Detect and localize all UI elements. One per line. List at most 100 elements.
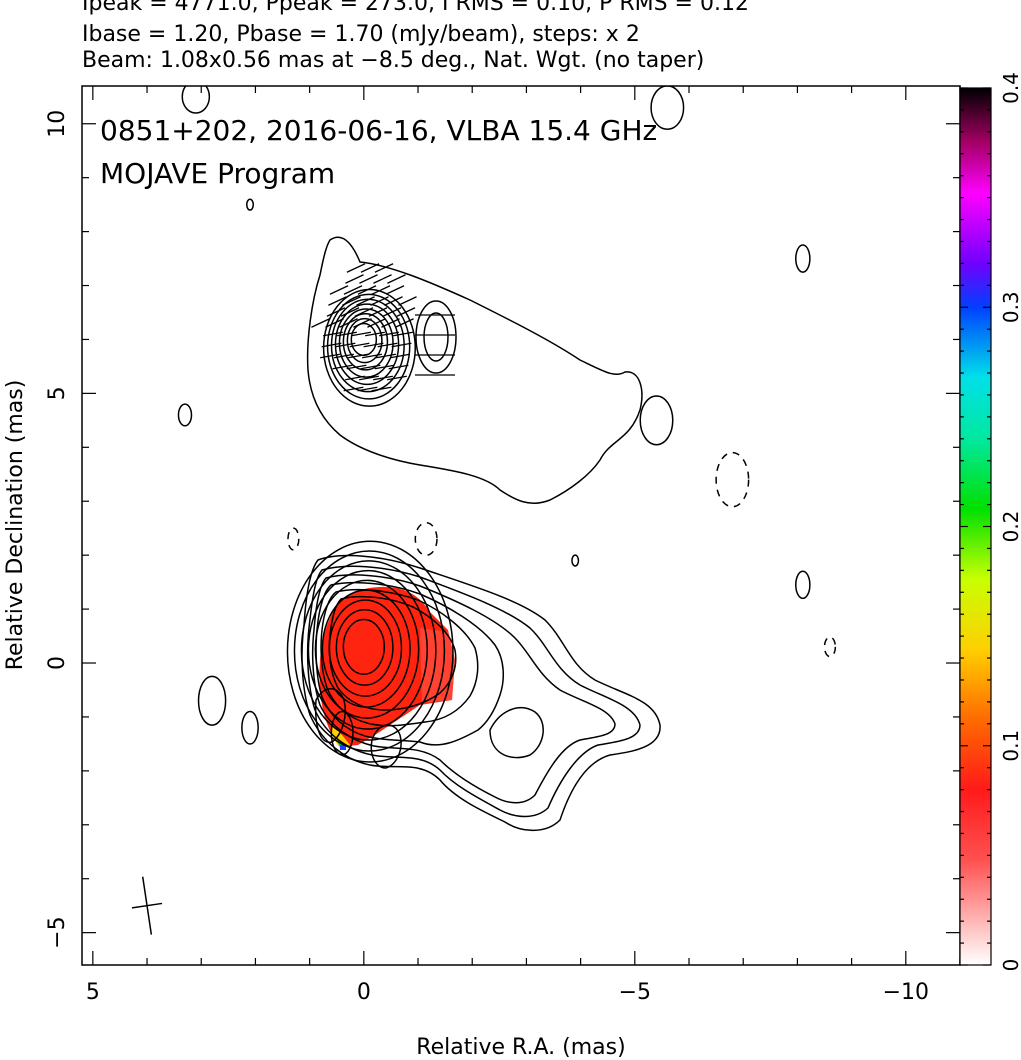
evpa-vector bbox=[328, 296, 347, 306]
contour-upper-outer bbox=[306, 236, 643, 504]
colorbar-tick-label: 0.4 bbox=[999, 72, 1021, 104]
contour-negative bbox=[287, 527, 300, 551]
contour-lower-knot bbox=[314, 688, 346, 744]
contour-upper-knot bbox=[415, 300, 457, 374]
polarization-jet-patch bbox=[420, 628, 455, 703]
evpa-vector bbox=[346, 364, 367, 370]
header-line-1: Ipeak = 4771.0, Ppeak = 273.0, I RMS = 0… bbox=[82, 0, 749, 16]
evpa-vector bbox=[384, 296, 403, 306]
y-tick-label: 0 bbox=[45, 656, 70, 670]
contour-lower-core bbox=[314, 579, 420, 719]
evpa-vector bbox=[342, 296, 361, 306]
evpa-vector bbox=[381, 318, 400, 328]
contour-small bbox=[197, 675, 227, 726]
contour-upper-core bbox=[350, 322, 378, 357]
evpa-vector bbox=[359, 375, 379, 381]
plot-title: 0851+202, 2016-06-16, VLBA 15.4 GHz bbox=[100, 114, 657, 147]
evpa-vector bbox=[321, 342, 342, 348]
evpa-vector bbox=[371, 285, 391, 295]
axis-ticks bbox=[82, 86, 961, 965]
evpa-vector bbox=[359, 274, 378, 284]
y-axis-label: Relative Declination (mas) bbox=[3, 380, 28, 671]
contour-lower-5 bbox=[320, 588, 479, 727]
negative-contours bbox=[287, 451, 837, 658]
contour-lower-core bbox=[335, 608, 394, 686]
x-tick-label: −5 bbox=[619, 980, 651, 1005]
x-tick-label: 5 bbox=[86, 980, 100, 1005]
evpa-vector bbox=[398, 296, 417, 306]
evpa-vector bbox=[343, 285, 363, 295]
contour-small bbox=[571, 554, 580, 567]
evpa-vector bbox=[346, 263, 366, 273]
contour-small bbox=[246, 198, 255, 211]
evpa-vector bbox=[351, 331, 371, 337]
evpa-vector bbox=[368, 307, 388, 317]
x-tick-label: 0 bbox=[357, 980, 371, 1005]
evpa-vector bbox=[357, 285, 377, 295]
contour-negative bbox=[715, 451, 750, 508]
evpa-vector bbox=[326, 307, 346, 317]
evpa-vector bbox=[391, 342, 412, 348]
header-line-3: Beam: 1.08x0.56 mas at −8.5 deg., Nat. W… bbox=[82, 48, 705, 73]
evpa-vector bbox=[332, 364, 353, 370]
evpa-vector bbox=[334, 353, 354, 359]
colorbar-tick-label: 0.1 bbox=[999, 730, 1021, 762]
evpa-vector bbox=[376, 353, 396, 359]
axis-tick-labels: 5 0 −5 −10 −5 0 5 10 bbox=[45, 110, 929, 1005]
evpa-vector bbox=[353, 318, 372, 328]
evpa-vector bbox=[387, 274, 406, 284]
evpa-vector bbox=[349, 342, 370, 348]
evpa-vector bbox=[337, 331, 357, 337]
contour-small bbox=[795, 570, 811, 600]
evpa-vector bbox=[395, 318, 414, 328]
stokes-i-contours bbox=[177, 86, 811, 832]
evpa-vector bbox=[373, 274, 392, 284]
contour-lower-core bbox=[321, 589, 411, 708]
contour-lower-core bbox=[286, 540, 454, 763]
evpa-vector bbox=[348, 353, 368, 359]
evpa-vector bbox=[345, 375, 365, 381]
evpa-vector bbox=[339, 318, 358, 328]
contour-lower-core bbox=[307, 569, 428, 730]
evpa-vector bbox=[374, 263, 394, 273]
evpa-vector bbox=[388, 364, 409, 370]
contour-lower-outer bbox=[301, 554, 661, 832]
contour-hole bbox=[489, 707, 544, 759]
evpa-vector bbox=[373, 375, 393, 381]
evpa-vector bbox=[343, 386, 364, 392]
evpa-vector bbox=[357, 386, 378, 392]
polarization-vectors bbox=[311, 263, 455, 392]
contour-upper-core bbox=[342, 313, 389, 371]
x-tick-label: −10 bbox=[883, 980, 929, 1005]
beam-minor-axis bbox=[131, 902, 163, 909]
evpa-vector bbox=[396, 307, 416, 317]
evpa-vector bbox=[393, 331, 413, 337]
contour-lower-core bbox=[300, 560, 437, 741]
evpa-vector bbox=[379, 331, 399, 337]
contour-negative bbox=[414, 521, 438, 556]
evpa-vector bbox=[377, 342, 398, 348]
evpa-vector bbox=[365, 331, 385, 337]
contour-small bbox=[639, 395, 674, 446]
evpa-vector bbox=[325, 318, 344, 328]
evpa-vector bbox=[360, 364, 381, 370]
evpa-vector bbox=[374, 364, 395, 370]
evpa-vector bbox=[385, 285, 405, 295]
y-tick-label: 5 bbox=[45, 386, 70, 400]
evpa-vector bbox=[345, 274, 364, 284]
colorbar-tick-labels: 0 0.1 0.2 0.3 0.4 bbox=[999, 72, 1021, 971]
evpa-vector bbox=[340, 307, 360, 317]
evpa-vector bbox=[329, 285, 349, 295]
polarization-edge-blue bbox=[340, 745, 346, 750]
contour-upper-core bbox=[346, 317, 383, 364]
contour-upper-core bbox=[326, 293, 411, 400]
evpa-vector bbox=[320, 353, 340, 359]
evpa-vector bbox=[362, 353, 382, 359]
colorbar-tick-label: 0.3 bbox=[999, 291, 1021, 323]
contour-lower-3 bbox=[311, 574, 616, 804]
contour-small bbox=[650, 86, 685, 130]
contour-lower-core bbox=[342, 618, 386, 675]
evpa-vector bbox=[370, 296, 389, 306]
contour-lower-core bbox=[328, 599, 403, 697]
